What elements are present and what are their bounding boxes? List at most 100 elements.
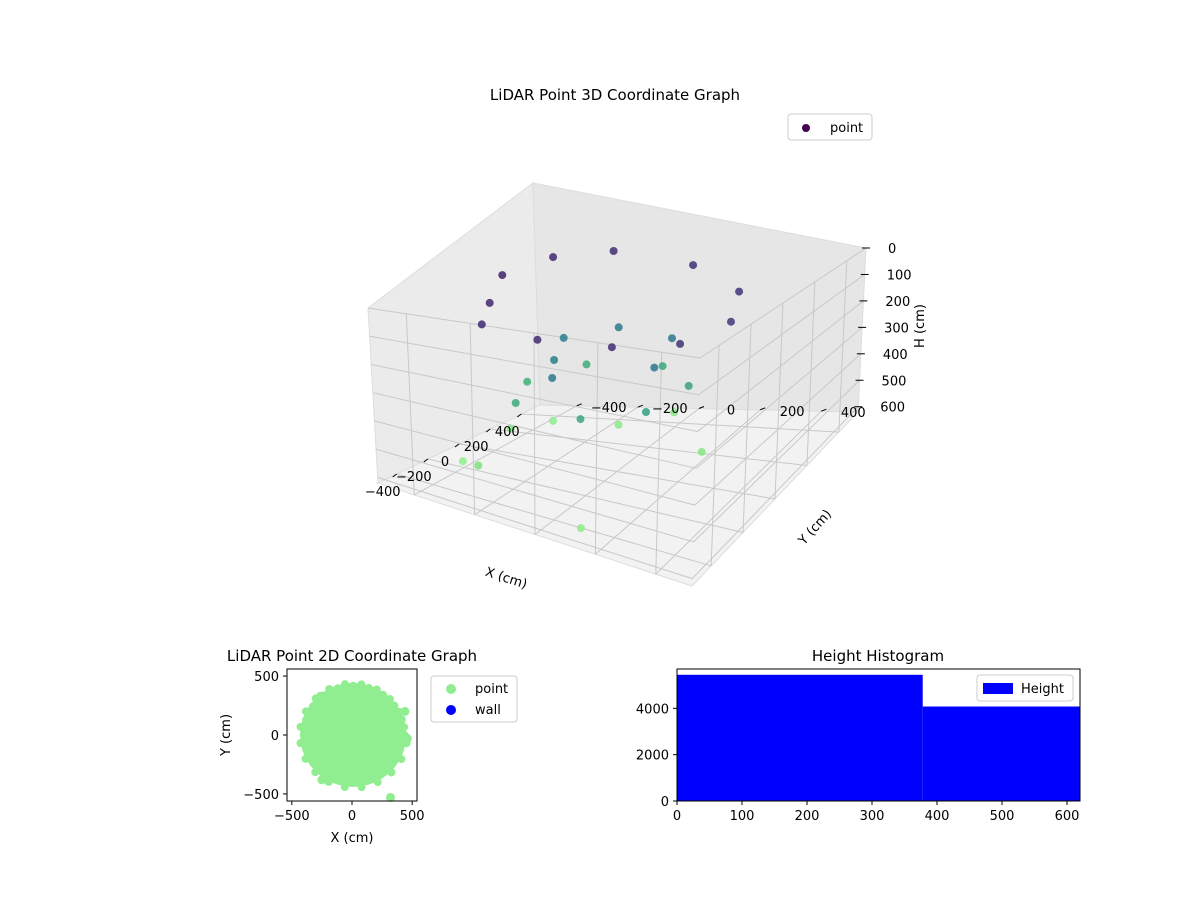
data-point: [357, 783, 366, 792]
tick-label-x: −200: [396, 470, 432, 485]
tick-label-x: 300: [860, 809, 885, 824]
data-point: [400, 706, 410, 716]
chart-2d-xlabel: X (cm): [331, 831, 374, 846]
data-point: [550, 356, 559, 364]
data-point: [364, 776, 373, 785]
tick-label-z: 0: [888, 242, 896, 257]
point-cloud-disc: [300, 683, 407, 787]
chart-2d-legend-wall-marker: [446, 705, 456, 715]
tick-label-x: 200: [464, 440, 489, 455]
tick-label-y: 200: [780, 405, 805, 420]
grid-y-wall: [594, 342, 599, 555]
tick-label-x: −400: [365, 485, 401, 500]
grid-z-wallx: [377, 476, 693, 580]
data-point: [324, 777, 333, 786]
tick-label-y: 0: [661, 795, 669, 810]
data-point: [670, 408, 679, 417]
data-point: [658, 362, 667, 371]
data-point: [549, 253, 558, 262]
data-point: [349, 778, 358, 787]
chart-2d-legend-point-label: point: [475, 682, 508, 697]
tick-label-z: 500: [882, 374, 907, 389]
data-point: [379, 690, 388, 699]
grid-x-wall: [806, 281, 816, 466]
chart-3d-legend-marker: [802, 124, 810, 132]
tick-label-x: 100: [730, 809, 755, 824]
data-point: [576, 415, 585, 424]
tick-label-x: 0: [673, 809, 681, 824]
data-point: [402, 734, 412, 744]
tick-mark-x: [485, 428, 491, 433]
data-point: [301, 707, 310, 716]
data-point: [511, 399, 520, 407]
chart-2d-legend-wall-label: wall: [475, 703, 501, 718]
grid-z-wally: [691, 406, 859, 579]
data-point: [340, 783, 349, 792]
grid-y-floor: [534, 408, 700, 535]
tick-mark-x: [517, 413, 522, 418]
data-point: [302, 716, 311, 725]
grid-y-wall: [469, 323, 476, 515]
data-point: [400, 723, 409, 732]
histogram-legend-label: Height: [1021, 682, 1064, 697]
data-point: [523, 377, 532, 386]
data-point: [689, 261, 698, 270]
data-point: [458, 457, 467, 466]
tick-label-y: 2000: [636, 749, 669, 764]
data-point: [582, 360, 591, 369]
chart-3d: LiDAR Point 3D Coordinate Graph −400−200…: [365, 86, 928, 592]
grid-z-wallx: [372, 392, 697, 469]
data-point: [308, 702, 317, 711]
grid-y-wall: [655, 352, 663, 575]
data-point: [676, 339, 685, 348]
tick-label-y: −500: [243, 788, 279, 803]
histogram-legend: Height: [976, 674, 1074, 702]
tick-label-z: 200: [885, 295, 910, 310]
data-point: [559, 333, 568, 342]
chart-3d-panes: [367, 182, 867, 587]
data-point: [386, 792, 396, 802]
chart-3d-points: [458, 247, 744, 533]
grid-y-wall: [533, 332, 536, 535]
data-point: [735, 287, 744, 296]
chart-histogram: Height Histogram 0 100 200 300 400 500 600 0 200…: [636, 647, 1081, 824]
data-point: [296, 722, 305, 731]
chart-3d-ylabel: Y (cm): [795, 507, 835, 549]
data-point: [474, 461, 483, 470]
tick-label-x: 500: [400, 809, 425, 824]
grid-y-floor: [474, 406, 639, 516]
tick-label-x: 0: [348, 809, 356, 824]
chart-3d-grid: [367, 247, 867, 580]
histogram-legend-box: [976, 674, 1074, 702]
data-point: [302, 745, 311, 754]
histogram-legend-swatch: [983, 683, 1013, 694]
grid-z-wally: [694, 353, 862, 506]
tick-label-x: 400: [495, 425, 520, 440]
tick-label-z: 600: [880, 401, 905, 416]
tick-mark-x: [423, 458, 429, 463]
data-point: [498, 271, 507, 280]
tick-mark-y: [821, 408, 827, 412]
data-point: [377, 769, 386, 778]
chart-2d-title: LiDAR Point 2D Coordinate Graph: [227, 647, 477, 665]
histogram-ticks: 0 100 200 300 400 500 600 0 2000 4000: [636, 702, 1080, 824]
tick-label-x: −500: [274, 809, 310, 824]
data-point: [697, 447, 706, 456]
data-point: [311, 768, 320, 777]
tick-label-y: 0: [271, 729, 279, 744]
data-point: [549, 416, 558, 425]
data-point: [684, 381, 693, 390]
data-point: [316, 691, 326, 701]
tick-mark-y: [759, 407, 766, 411]
tick-label-z: 300: [884, 321, 909, 336]
grid-z-wallx: [374, 420, 695, 506]
chart-3d-xlabel: X (cm): [483, 565, 529, 593]
data-point: [372, 685, 381, 694]
chart-2d-ticks: −500 0 500 −500 0 500: [243, 670, 424, 824]
chart-3d-title: LiDAR Point 3D Coordinate Graph: [490, 86, 740, 104]
histogram-bar: [922, 706, 1080, 801]
tick-label-x: 500: [990, 809, 1015, 824]
data-point: [607, 343, 616, 352]
data-point: [333, 684, 342, 693]
